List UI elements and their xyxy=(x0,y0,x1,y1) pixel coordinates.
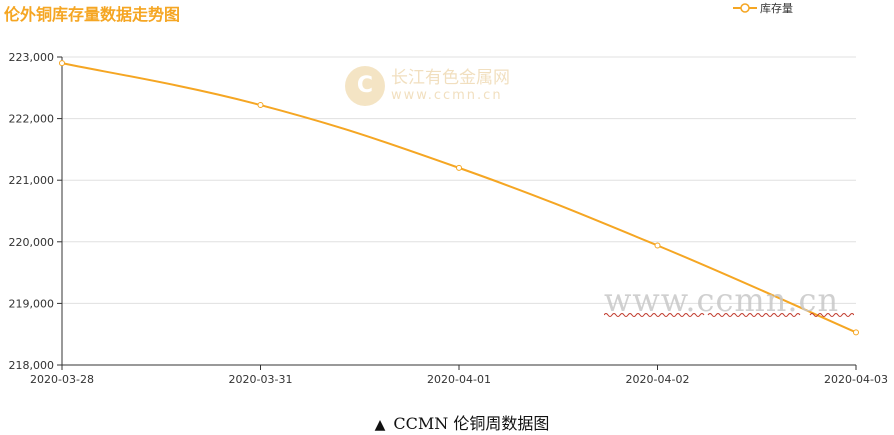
x-tick-label: 2020-04-02 xyxy=(626,373,690,386)
watermark: C 长江有色金属网 www.ccmn.cn xyxy=(345,66,510,106)
chart-title: 伦外铜库存量数据走势图 xyxy=(4,5,181,24)
y-tick-label: 220,000 xyxy=(9,236,55,249)
legend-label: 库存量 xyxy=(760,2,793,15)
caption: ▲ CCMN 伦铜周数据图 xyxy=(0,410,894,434)
watermark-name: 长江有色金属网 xyxy=(391,68,510,88)
y-tick-label: 222,000 xyxy=(9,113,55,126)
spellcheck-underline xyxy=(604,313,854,317)
x-tick-label: 2020-03-31 xyxy=(229,373,293,386)
y-tick-label: 221,000 xyxy=(9,174,55,187)
y-tick-label: 218,000 xyxy=(9,359,55,372)
y-tick-label: 223,000 xyxy=(9,51,55,64)
ccmn-logo-icon: C xyxy=(345,66,385,106)
x-tick-label: 2020-04-01 xyxy=(427,373,491,386)
legend-line-marker-icon xyxy=(733,3,757,13)
watermark-url: www.ccmn.cn xyxy=(391,88,503,103)
y-tick-label: 219,000 xyxy=(9,297,55,310)
data-point[interactable] xyxy=(59,60,65,67)
watermark-url-large: www.ccmn.cn xyxy=(604,281,840,319)
triangle-icon: ▲ xyxy=(374,417,386,433)
data-point[interactable] xyxy=(853,329,859,336)
x-tick-label: 2020-04-03 xyxy=(824,373,888,386)
data-point[interactable] xyxy=(654,242,661,249)
legend[interactable]: 库存量 xyxy=(733,1,793,15)
data-point[interactable] xyxy=(257,102,264,109)
data-point[interactable] xyxy=(456,164,462,171)
x-tick-label: 2020-03-28 xyxy=(30,373,94,386)
caption-text: CCMN 伦铜周数据图 xyxy=(393,414,550,433)
